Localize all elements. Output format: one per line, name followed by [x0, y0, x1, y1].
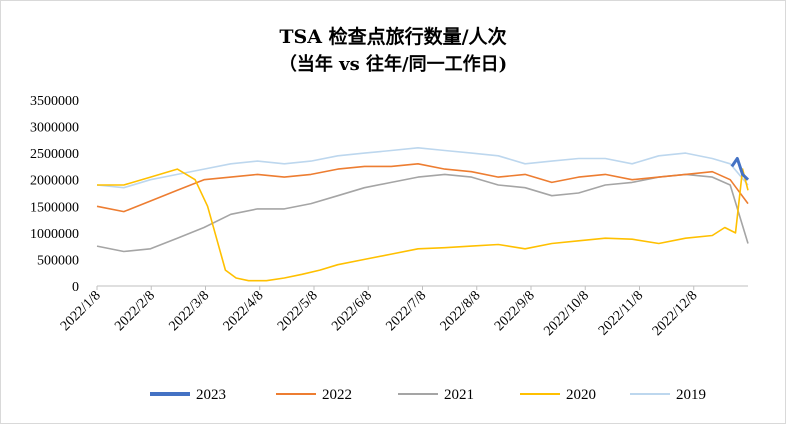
y-tick-label: 500000: [37, 253, 79, 268]
x-tick-label: 2022/6/8: [329, 288, 375, 334]
x-tick-label: 2022/7/8: [384, 288, 430, 334]
y-tick-label: 2500000: [30, 147, 79, 162]
legend-label-2021: 2021: [444, 387, 474, 403]
legend-label-2019: 2019: [676, 387, 706, 403]
y-tick-label: 1000000: [30, 227, 79, 242]
x-tick-label: 2022/8/8: [438, 288, 484, 334]
chart-subtitle: （当年 vs 往年/同一工作日): [278, 54, 508, 75]
y-tick-label: 0: [72, 280, 79, 295]
legend-label-2020: 2020: [566, 387, 596, 403]
series-line-2019: [96, 147, 749, 189]
series-line-2023: [730, 157, 750, 181]
x-tick-label: 2022/2/8: [112, 288, 158, 334]
x-tick-label: 2022/12/8: [650, 288, 701, 339]
chart-title: TSA 检查点旅行数量/人次: [279, 26, 507, 48]
series-line-2021: [96, 173, 749, 253]
x-tick-label: 2022/4/8: [221, 288, 267, 334]
x-tick-label: 2022/9/8: [492, 288, 538, 334]
y-tick-label: 3000000: [30, 121, 79, 136]
legend-label-2023: 2023: [196, 387, 226, 403]
x-tick-label: 2022/1/8: [58, 288, 104, 334]
x-tick-label: 2022/11/8: [596, 288, 646, 338]
series-line-2022: [96, 163, 749, 213]
y-tick-label: 2000000: [30, 174, 79, 189]
y-tick-label: 1500000: [30, 200, 79, 215]
x-tick-label: 2022/5/8: [275, 288, 321, 334]
series-line-2020: [97, 168, 749, 282]
legend-label-2022: 2022: [322, 387, 352, 403]
y-tick-label: 3500000: [30, 94, 79, 109]
x-tick-label: 2022/10/8: [541, 288, 592, 339]
x-tick-label: 2022/3/8: [167, 288, 213, 334]
